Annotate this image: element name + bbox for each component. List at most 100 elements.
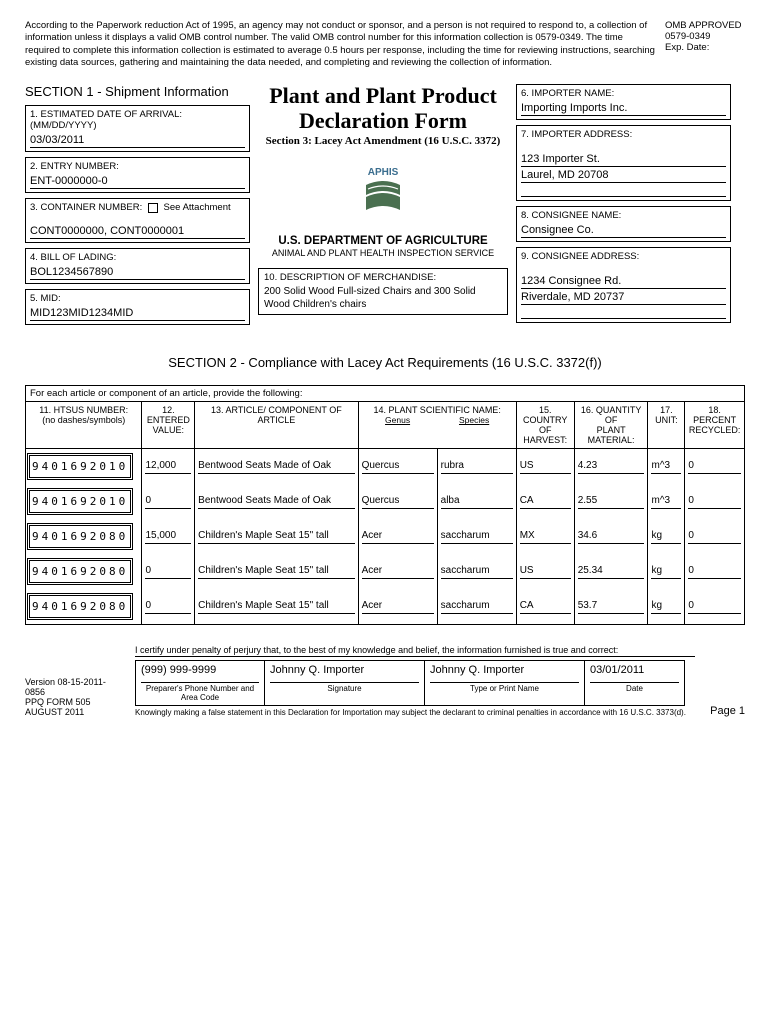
genus-cell[interactable]: Acer	[358, 554, 437, 589]
qty-cell[interactable]: 53.7	[574, 589, 648, 624]
see-attachment-checkbox[interactable]	[148, 203, 158, 213]
importer-address-label: 7. IMPORTER ADDRESS:	[521, 129, 726, 140]
th-quantity: 16. QUANTITY OFPLANT MATERIAL:	[574, 402, 648, 449]
recycled-cell[interactable]: 0	[685, 554, 744, 589]
field-consignee-name: 8. CONSIGNEE NAME: Consignee Co.	[516, 206, 731, 242]
table-row: 94016920800Children's Maple Seat 15" tal…	[26, 554, 744, 589]
consignee-address-line2[interactable]: Riverdale, MD 20737	[521, 289, 726, 305]
consignee-address-line3[interactable]	[521, 305, 726, 319]
sig-date[interactable]: 03/01/2011	[590, 664, 679, 682]
recycled-cell[interactable]: 0	[685, 449, 744, 485]
unit-cell[interactable]: kg	[648, 519, 685, 554]
country-cell[interactable]: CA	[516, 484, 574, 519]
country-cell[interactable]: CA	[516, 589, 574, 624]
compliance-table: For each article or component of an arti…	[25, 385, 745, 625]
qty-cell[interactable]: 34.6	[574, 519, 648, 554]
genus-cell[interactable]: Quercus	[358, 449, 437, 485]
description-value[interactable]: 200 Solid Wood Full-sized Chairs and 300…	[264, 285, 502, 311]
species-cell[interactable]: saccharum	[437, 589, 516, 624]
consignee-address-line1[interactable]: 1234 Consignee Rd.	[521, 273, 726, 289]
signature[interactable]: Johnny Q. Importer	[270, 664, 419, 682]
article-cell[interactable]: Children's Maple Seat 15" tall	[195, 554, 358, 589]
th-country: 15. COUNTRYOF HARVEST:	[516, 402, 574, 449]
importer-name-value[interactable]: Importing Imports Inc.	[521, 100, 726, 116]
print-name[interactable]: Johnny Q. Importer	[430, 664, 579, 682]
field-description: 10. DESCRIPTION OF MERCHANDISE: 200 Soli…	[258, 268, 508, 315]
unit-cell[interactable]: kg	[648, 554, 685, 589]
recycled-cell[interactable]: 0	[685, 589, 744, 624]
htsus-cell[interactable]: 9401692080	[26, 519, 142, 554]
field-container-number: 3. CONTAINER NUMBER: See Attachment CONT…	[25, 198, 250, 243]
recycled-cell[interactable]: 0	[685, 519, 744, 554]
print-name-label: Type or Print Name	[430, 682, 579, 693]
qty-cell[interactable]: 2.55	[574, 484, 648, 519]
page-number: Page 1	[705, 705, 745, 717]
container-label-text: 3. CONTAINER NUMBER:	[30, 202, 142, 213]
importer-address-line2[interactable]: Laurel, MD 20708	[521, 167, 726, 183]
certification-text: I certify under penalty of perjury that,…	[135, 645, 695, 657]
value-cell[interactable]: 12,000	[142, 449, 195, 485]
description-label: 10. DESCRIPTION OF MERCHANDISE:	[264, 272, 502, 283]
qty-cell[interactable]: 25.34	[574, 554, 648, 589]
signature-label: Signature	[270, 682, 419, 693]
sig-printname-box: Johnny Q. Importer Type or Print Name	[425, 660, 585, 706]
omb-number: 0579-0349	[665, 31, 745, 42]
importer-name-label: 6. IMPORTER NAME:	[521, 88, 726, 99]
container-number-value[interactable]: CONT0000000, CONT0000001	[30, 223, 245, 239]
entry-number-label: 2. ENTRY NUMBER:	[30, 161, 245, 172]
htsus-cell[interactable]: 9401692080	[26, 589, 142, 624]
arrival-date-label: 1. ESTIMATED DATE OF ARRIVAL: (MM/DD/YYY…	[30, 109, 245, 131]
species-cell[interactable]: rubra	[437, 449, 516, 485]
genus-cell[interactable]: Acer	[358, 589, 437, 624]
importer-address-line1[interactable]: 123 Importer St.	[521, 151, 726, 167]
version-line3: AUGUST 2011	[25, 707, 125, 717]
genus-cell[interactable]: Quercus	[358, 484, 437, 519]
svg-text:APHIS: APHIS	[368, 167, 399, 178]
country-cell[interactable]: US	[516, 554, 574, 589]
form-title-line2: Declaration Form	[258, 109, 508, 133]
mid-value[interactable]: MID123MID1234MID	[30, 305, 245, 321]
article-cell[interactable]: Bentwood Seats Made of Oak	[195, 449, 358, 485]
qty-cell[interactable]: 4.23	[574, 449, 648, 485]
omb-exp: Exp. Date:	[665, 42, 745, 53]
omb-approved: OMB APPROVED	[665, 20, 745, 31]
form-title-line1: Plant and Plant Product	[258, 84, 508, 108]
value-cell[interactable]: 0	[142, 554, 195, 589]
entry-number-value[interactable]: ENT-0000000-0	[30, 173, 245, 189]
version-info: Version 08-15-2011-0856 PPQ FORM 505 AUG…	[25, 677, 125, 717]
genus-cell[interactable]: Acer	[358, 519, 437, 554]
bol-value[interactable]: BOL1234567890	[30, 264, 245, 280]
th-article: 13. ARTICLE/ COMPONENT OF ARTICLE	[195, 402, 358, 449]
sig-signature-box: Johnny Q. Importer Signature	[265, 660, 425, 706]
htsus-cell[interactable]: 9401692080	[26, 554, 142, 589]
consignee-name-value[interactable]: Consignee Co.	[521, 222, 726, 238]
unit-cell[interactable]: m^3	[648, 484, 685, 519]
country-cell[interactable]: US	[516, 449, 574, 485]
species-cell[interactable]: saccharum	[437, 554, 516, 589]
country-cell[interactable]: MX	[516, 519, 574, 554]
omb-info: OMB APPROVED 0579-0349 Exp. Date:	[665, 20, 745, 69]
value-cell[interactable]: 0	[142, 484, 195, 519]
species-cell[interactable]: alba	[437, 484, 516, 519]
field-importer-name: 6. IMPORTER NAME: Importing Imports Inc.	[516, 84, 731, 120]
version-line2: PPQ FORM 505	[25, 697, 125, 707]
see-attachment-text: See Attachment	[164, 202, 231, 213]
importer-address-line3[interactable]	[521, 183, 726, 197]
htsus-cell[interactable]: 9401692010	[26, 484, 142, 519]
value-cell[interactable]: 0	[142, 589, 195, 624]
article-cell[interactable]: Bentwood Seats Made of Oak	[195, 484, 358, 519]
preparer-phone[interactable]: (999) 999-9999	[141, 664, 259, 682]
recycled-cell[interactable]: 0	[685, 484, 744, 519]
section1-title: SECTION 1 - Shipment Information	[25, 84, 250, 99]
article-cell[interactable]: Children's Maple Seat 15" tall	[195, 519, 358, 554]
species-cell[interactable]: saccharum	[437, 519, 516, 554]
department-name: U.S. DEPARTMENT OF AGRICULTURE	[258, 235, 508, 247]
unit-cell[interactable]: m^3	[648, 449, 685, 485]
field-entry-number: 2. ENTRY NUMBER: ENT-0000000-0	[25, 157, 250, 193]
paperwork-disclaimer: According to the Paperwork reduction Act…	[25, 20, 655, 69]
htsus-cell[interactable]: 9401692010	[26, 449, 142, 485]
unit-cell[interactable]: kg	[648, 589, 685, 624]
article-cell[interactable]: Children's Maple Seat 15" tall	[195, 589, 358, 624]
value-cell[interactable]: 15,000	[142, 519, 195, 554]
arrival-date-value[interactable]: 03/03/2011	[30, 132, 245, 148]
